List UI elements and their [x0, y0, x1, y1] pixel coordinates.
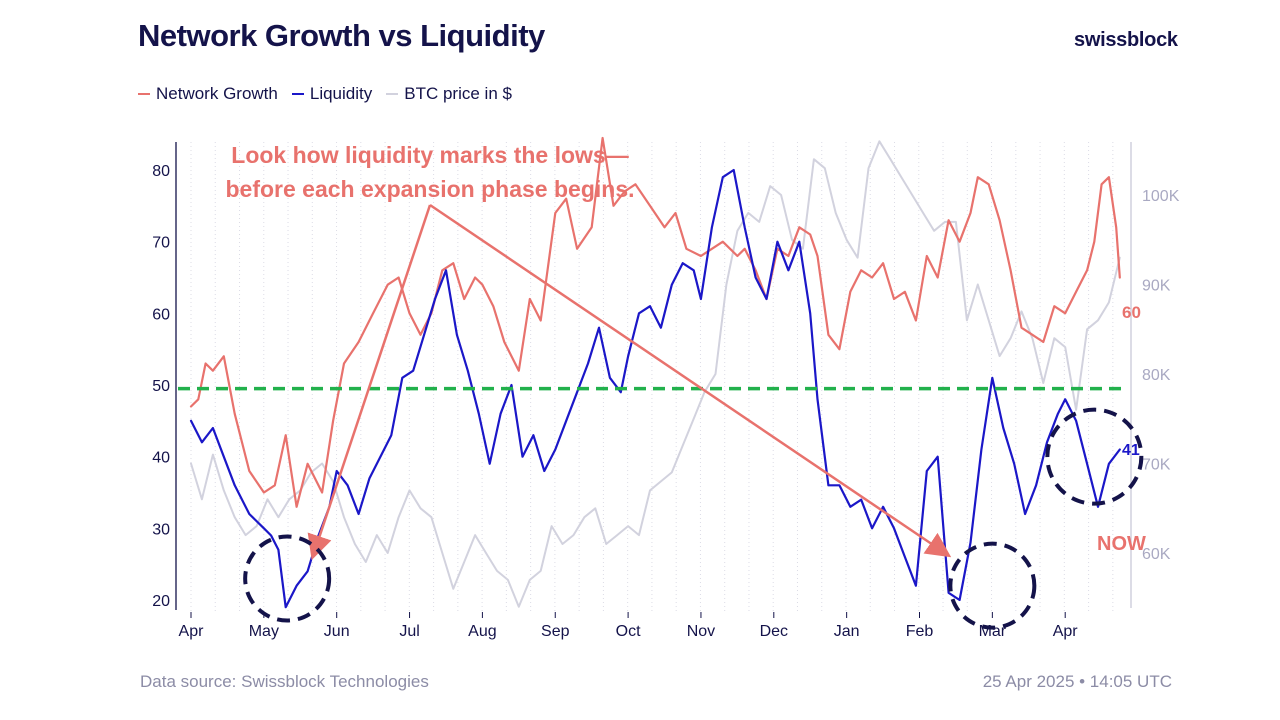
- x-tick-label: Sep: [541, 623, 570, 640]
- series-line-network-growth: [189, 136, 1121, 508]
- legend-swatch-network-growth: [138, 93, 150, 95]
- x-tick-label: Apr: [179, 623, 205, 640]
- chart-annotations: Look how liquidity marks the lows— befor…: [225, 142, 1146, 555]
- x-tick-label: Jun: [324, 623, 350, 640]
- arrow-to-may-low: [307, 204, 432, 561]
- legend-label-liquidity: Liquidity: [309, 84, 373, 103]
- timestamp: 25 Apr 2025 • 14:05 UTC: [982, 672, 1172, 691]
- right-y-ticks: 60K 70K 80K 90K 100K: [1142, 188, 1180, 563]
- x-tick-label: Apr: [1053, 623, 1079, 640]
- liquidity-end-label: 41: [1122, 442, 1140, 459]
- left-y-tick-label: 50: [152, 378, 170, 395]
- chart-axes: [175, 142, 1132, 610]
- left-y-ticks: 20 30 40 50 60 70 80: [152, 163, 170, 610]
- annotation-arrows: [307, 203, 952, 561]
- legend-item-network-growth: Network Growth: [138, 84, 278, 104]
- right-y-tick-label: 100K: [1142, 188, 1180, 205]
- left-y-tick-label: 20: [152, 593, 170, 610]
- left-y-tick-label: 60: [152, 306, 170, 323]
- x-tick-label: May: [249, 623, 279, 640]
- legend-swatch-liquidity: [291, 93, 304, 95]
- left-y-tick-label: 30: [152, 521, 170, 538]
- x-tick-label: Oct: [616, 623, 641, 640]
- left-y-tick-label: 40: [152, 450, 170, 467]
- series-line-btc-price-in: [190, 140, 1121, 608]
- legend-swatch-btc-price: [386, 93, 399, 95]
- chart-series: [189, 136, 1121, 609]
- x-tick-label: Jan: [834, 623, 860, 640]
- annotation-line-1: Look how liquidity marks the lows—: [231, 142, 628, 168]
- right-y-tick-label: 90K: [1142, 278, 1171, 295]
- chart-title: Network Growth vs Liquidity: [138, 18, 545, 53]
- highlight-circle-late-May-liquidity-low: [243, 534, 332, 623]
- series-line-liquidity: [189, 168, 1121, 609]
- legend-label-network-growth: Network Growth: [156, 84, 278, 103]
- legend-item-btc-price: BTC price in $: [386, 84, 512, 104]
- brand-logo: swissblock: [1074, 29, 1178, 51]
- right-y-tick-label: 70K: [1142, 457, 1171, 474]
- x-tick-label: Dec: [760, 623, 788, 640]
- vertical-gridlines: [190, 142, 1114, 612]
- right-y-tick-label: 80K: [1142, 367, 1171, 384]
- legend-item-liquidity: Liquidity: [291, 84, 373, 104]
- highlight-circle-late-Feb-liquidity-low: [948, 541, 1037, 630]
- x-tick-label: Aug: [468, 623, 496, 640]
- chart-legend: Network Growth Liquidity BTC price in $: [138, 84, 512, 104]
- arrow-to-feb-low: [429, 203, 952, 558]
- right-y-tick-label: 60K: [1142, 546, 1171, 563]
- left-y-tick-label: 80: [152, 163, 170, 180]
- data-source: Data source: Swissblock Technologies: [140, 672, 429, 691]
- legend-label-btc-price: BTC price in $: [404, 84, 512, 103]
- annotation-line-2: before each expansion phase begins.: [225, 176, 634, 202]
- now-label: NOW: [1097, 533, 1146, 555]
- highlight-circles: [243, 407, 1144, 630]
- highlight-circle-current-reading: [1045, 407, 1144, 506]
- x-ticks: Apr May Jun Jul Aug Sep Oct Nov Dec Jan Feb Mar Apr: [179, 612, 1079, 640]
- x-tick-label: Nov: [687, 623, 715, 640]
- left-y-tick-label: 70: [152, 235, 170, 252]
- network-growth-end-label: 60: [1122, 303, 1141, 322]
- x-tick-label: Feb: [906, 623, 934, 640]
- x-tick-label: Jul: [399, 623, 419, 640]
